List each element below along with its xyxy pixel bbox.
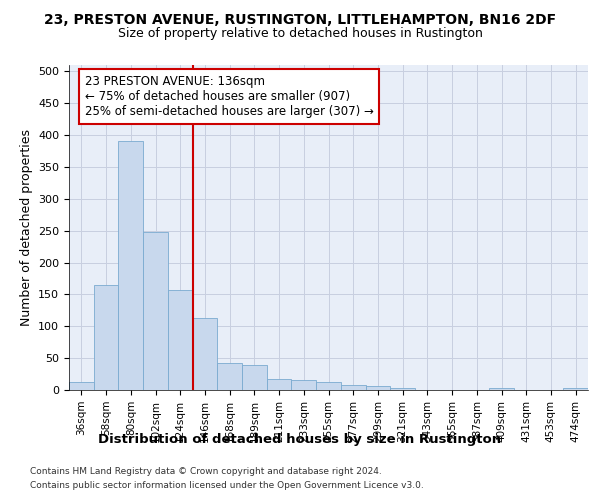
Bar bbox=[563, 388, 588, 390]
Bar bbox=[365, 386, 390, 390]
Bar bbox=[143, 232, 168, 390]
Bar bbox=[168, 290, 193, 390]
Bar bbox=[292, 380, 316, 390]
Text: 23 PRESTON AVENUE: 136sqm
← 75% of detached houses are smaller (907)
25% of semi: 23 PRESTON AVENUE: 136sqm ← 75% of detac… bbox=[85, 74, 373, 118]
Bar bbox=[242, 364, 267, 390]
Text: Contains public sector information licensed under the Open Government Licence v3: Contains public sector information licen… bbox=[30, 481, 424, 490]
Bar bbox=[341, 385, 365, 390]
Text: Distribution of detached houses by size in Rustington: Distribution of detached houses by size … bbox=[98, 432, 502, 446]
Bar bbox=[118, 142, 143, 390]
Text: Contains HM Land Registry data © Crown copyright and database right 2024.: Contains HM Land Registry data © Crown c… bbox=[30, 468, 382, 476]
Bar bbox=[316, 382, 341, 390]
Text: 23, PRESTON AVENUE, RUSTINGTON, LITTLEHAMPTON, BN16 2DF: 23, PRESTON AVENUE, RUSTINGTON, LITTLEHA… bbox=[44, 12, 556, 26]
Bar bbox=[489, 388, 514, 390]
Bar bbox=[193, 318, 217, 390]
Bar bbox=[267, 378, 292, 390]
Text: Size of property relative to detached houses in Rustington: Size of property relative to detached ho… bbox=[118, 28, 482, 40]
Bar bbox=[390, 388, 415, 390]
Bar bbox=[69, 382, 94, 390]
Bar bbox=[94, 285, 118, 390]
Bar bbox=[217, 363, 242, 390]
Y-axis label: Number of detached properties: Number of detached properties bbox=[20, 129, 32, 326]
